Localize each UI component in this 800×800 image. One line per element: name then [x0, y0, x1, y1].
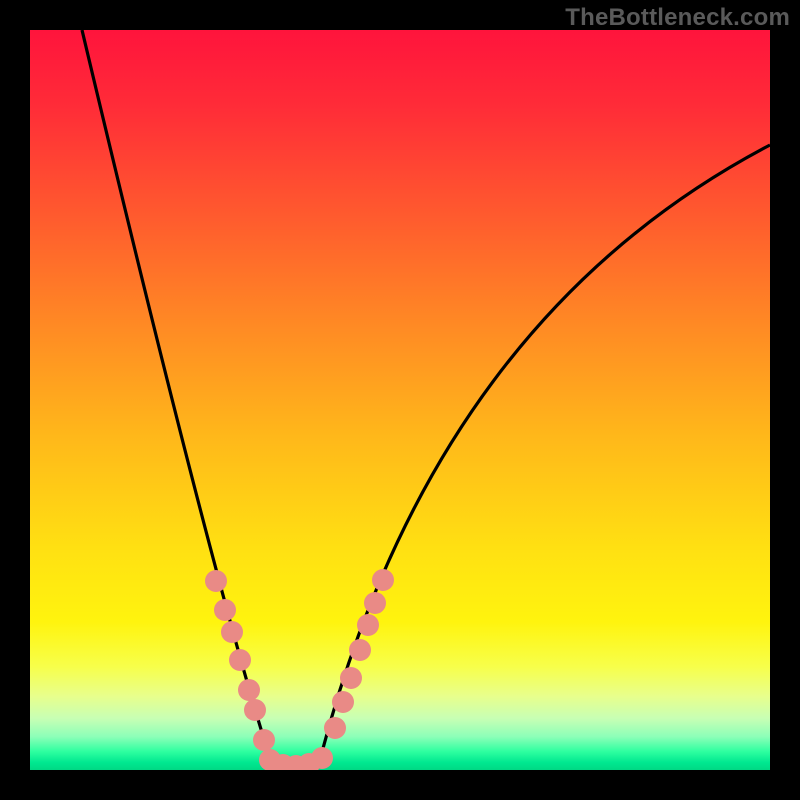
- chart-container: { "watermark": { "text": "TheBottleneck.…: [0, 0, 800, 800]
- marker-right: [332, 691, 354, 713]
- bottleneck-curve-chart: [0, 0, 800, 800]
- gradient-background: [30, 30, 770, 770]
- marker-right: [357, 614, 379, 636]
- marker-left: [253, 729, 275, 751]
- marker-right: [372, 569, 394, 591]
- marker-left: [205, 570, 227, 592]
- marker-left: [244, 699, 266, 721]
- marker-right: [340, 667, 362, 689]
- marker-right: [349, 639, 371, 661]
- marker-right: [364, 592, 386, 614]
- marker-left: [229, 649, 251, 671]
- marker-left: [214, 599, 236, 621]
- marker-left: [221, 621, 243, 643]
- marker-trough: [311, 747, 333, 769]
- marker-left: [238, 679, 260, 701]
- marker-right: [324, 717, 346, 739]
